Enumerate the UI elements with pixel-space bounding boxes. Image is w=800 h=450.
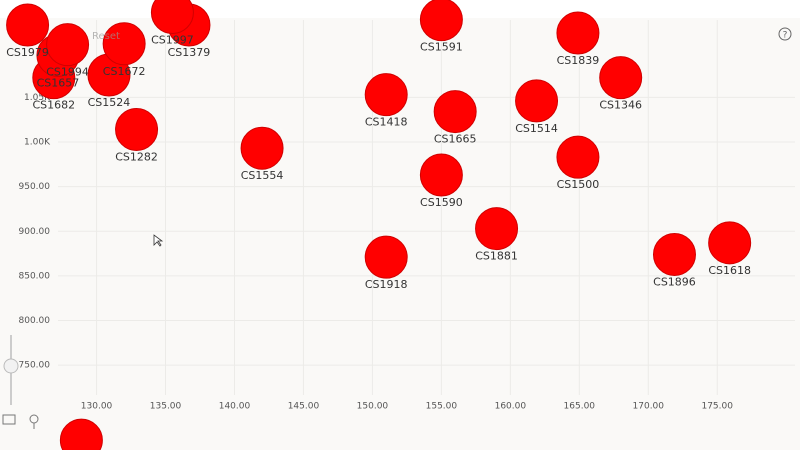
data-label: CS1997 [151, 34, 194, 47]
data-label: CS1657 [37, 76, 80, 89]
data-label: CS1346 [599, 99, 642, 112]
bubble [59, 418, 103, 450]
bubble [556, 11, 600, 55]
marks [6, 0, 752, 450]
x-tick-label: 135.00 [150, 402, 182, 412]
data-label: CS1618 [708, 264, 751, 277]
bubble [115, 107, 159, 151]
bubble [475, 207, 519, 251]
data-label: CS1994 [46, 66, 89, 79]
bubble [556, 135, 600, 179]
bubble [419, 153, 463, 197]
y-tick-label: 950.00 [19, 182, 51, 192]
bubble [150, 0, 194, 34]
slider-thumb[interactable] [3, 358, 19, 374]
x-tick-label: 150.00 [357, 402, 389, 412]
data-label: CS1554 [241, 169, 284, 182]
bubble [433, 90, 477, 134]
x-tick-label: 160.00 [495, 402, 527, 412]
data-label: CS1979 [6, 46, 49, 59]
bubble [515, 79, 559, 123]
header-strip [0, 0, 800, 18]
data-label: CS1881 [475, 250, 518, 263]
bubble [419, 0, 463, 42]
bubble [364, 235, 408, 279]
data-label: CS1672 [103, 65, 146, 78]
x-tick-label: 145.00 [288, 402, 320, 412]
bubble [708, 221, 752, 265]
data-label: CS1665 [434, 133, 477, 146]
bubble [240, 126, 284, 170]
y-tick-label: 850.00 [19, 271, 51, 281]
y-tick-label: 750.00 [19, 361, 51, 371]
data-label: CS1514 [515, 122, 558, 135]
y-tick-label: 800.00 [19, 316, 51, 326]
reset-button[interactable]: Reset [92, 31, 120, 42]
data-label: CS1591 [420, 41, 463, 54]
x-tick-label: 170.00 [633, 402, 665, 412]
bubble [6, 3, 50, 47]
data-label: CS1918 [365, 278, 408, 291]
data-label: CS1682 [32, 99, 75, 112]
data-label: CS1418 [365, 116, 408, 129]
data-label: CS1524 [88, 96, 131, 109]
bubble [102, 22, 146, 66]
y-tick-label: 1.00K [24, 137, 51, 147]
bubble [364, 73, 408, 117]
bubble [599, 56, 643, 100]
x-tick-label: 130.00 [81, 402, 113, 412]
x-tick-label: 140.00 [219, 402, 251, 412]
x-tick-label: 175.00 [701, 402, 733, 412]
data-label: CS1839 [557, 54, 600, 67]
help-icon-glyph: ? [783, 31, 788, 41]
x-tick-label: 165.00 [564, 402, 596, 412]
y-tick-label: 900.00 [19, 227, 51, 237]
x-tick-label: 155.00 [426, 402, 458, 412]
data-label: CS1282 [115, 150, 158, 163]
bubble [46, 23, 90, 67]
help-icon[interactable] [778, 27, 792, 41]
labels: CS1591 CS1839 CS1346 CS1418 CS1665 CS1514 CS15… [6, 34, 751, 292]
data-label: CS1896 [653, 275, 696, 288]
cursor [153, 234, 164, 247]
data-label: CS1500 [557, 178, 600, 191]
bubble [652, 232, 696, 276]
data-label: CS1379 [168, 46, 211, 59]
data-label: CS1590 [420, 196, 463, 209]
play-icon[interactable] [2, 414, 16, 425]
y-tick-label: 1.05K [24, 93, 51, 103]
